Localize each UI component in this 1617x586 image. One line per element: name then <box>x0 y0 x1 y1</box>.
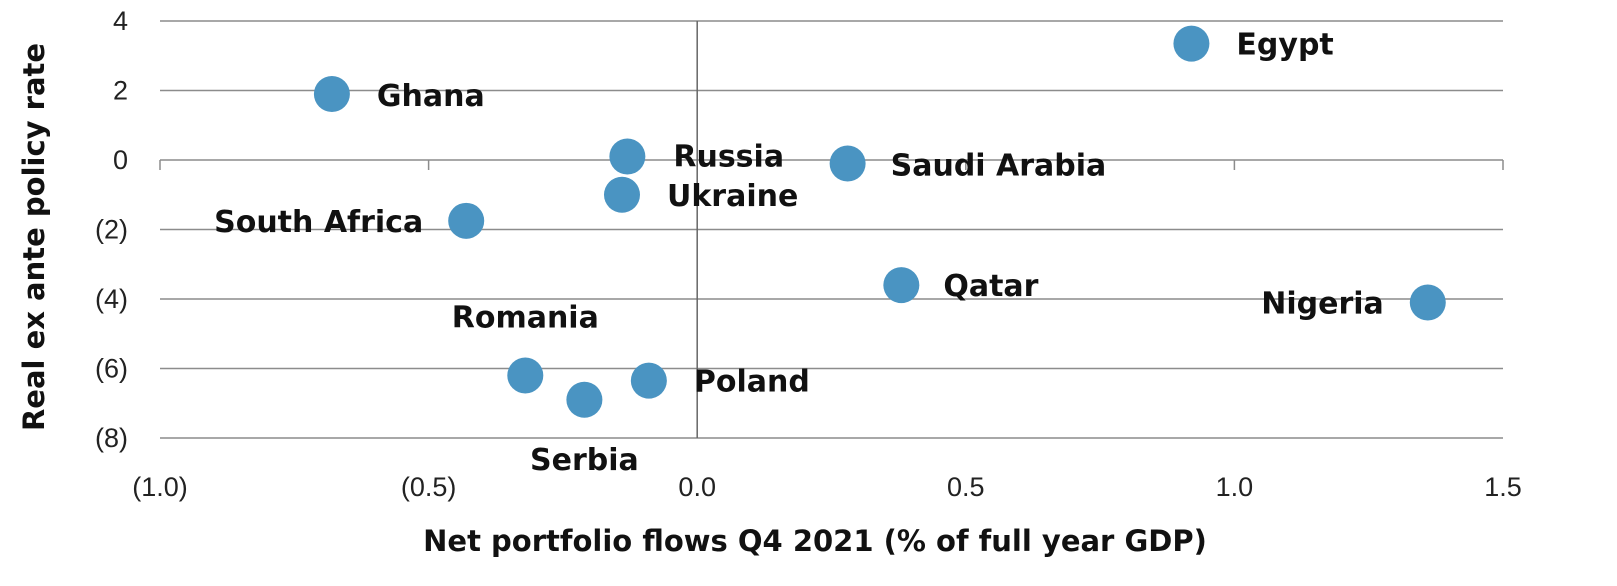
y-tick-label: 0 <box>113 145 128 175</box>
point-qatar <box>883 267 920 304</box>
y-tick-label: (2) <box>95 215 128 245</box>
point-label-nigeria: Nigeria <box>1261 286 1384 321</box>
point-serbia <box>566 381 603 418</box>
point-label-serbia: Serbia <box>530 443 639 478</box>
point-label-russia: Russia <box>673 140 784 175</box>
point-romania <box>507 357 544 394</box>
point-label-saudi-arabia: Saudi Arabia <box>891 148 1107 183</box>
y-tick-label: (4) <box>95 284 128 314</box>
point-labels: Egypt Ghana Russia Saudi Arabia Ukraine South… <box>214 28 1384 478</box>
y-axis-ticks: 4 2 0 (2) (4) (6) (8) <box>95 6 128 453</box>
point-poland <box>630 362 667 399</box>
x-axis-ticks: (1.0) (0.5) 0.0 0.5 1.0 1.5 <box>132 472 1522 502</box>
x-tick-label: 0.5 <box>947 472 985 502</box>
y-axis-title: Real ex ante policy rate <box>17 43 51 431</box>
point-ghana <box>313 75 350 112</box>
x-tick-label: 0.0 <box>678 472 716 502</box>
point-label-egypt: Egypt <box>1236 28 1333 63</box>
point-russia <box>609 138 646 175</box>
x-tick-label: (1.0) <box>132 472 188 502</box>
y-tick-label: (8) <box>95 423 128 453</box>
y-tick-label: 4 <box>113 6 128 36</box>
gridlines <box>159 20 1504 439</box>
x-tick-label: 1.5 <box>1484 472 1522 502</box>
point-label-south-africa: South Africa <box>214 205 423 240</box>
point-egypt <box>1173 25 1210 62</box>
y-tick-label: 2 <box>113 76 128 106</box>
point-label-romania: Romania <box>452 300 599 335</box>
x-tick-label: (0.5) <box>401 472 457 502</box>
point-nigeria <box>1409 284 1446 321</box>
x-tick-label: 1.0 <box>1216 472 1254 502</box>
y-tick-label: (6) <box>95 354 128 384</box>
point-label-ukraine: Ukraine <box>667 179 798 214</box>
point-label-ghana: Ghana <box>377 79 485 114</box>
point-label-poland: Poland <box>694 365 810 400</box>
point-saudi-arabia <box>829 145 866 182</box>
point-ukraine <box>603 176 640 213</box>
point-label-qatar: Qatar <box>943 269 1038 304</box>
data-points <box>313 25 1446 418</box>
point-south-africa <box>448 202 485 239</box>
x-axis-title: Net portfolio flows Q4 2021 (% of full y… <box>423 524 1207 558</box>
